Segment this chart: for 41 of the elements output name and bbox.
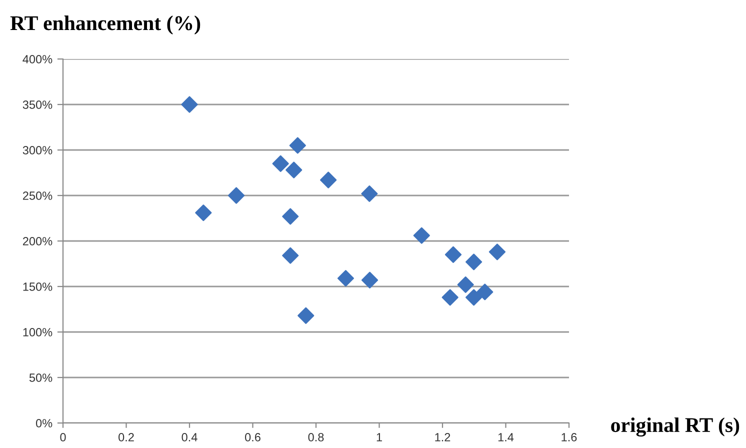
point [195, 204, 212, 222]
x-tick-label: 0.8 [308, 433, 324, 442]
y-tick-label: 400% [22, 55, 52, 64]
y-tick-label: 50% [29, 374, 52, 382]
point [286, 162, 302, 178]
x-axis-title: original RT (s) [611, 417, 740, 437]
point [466, 254, 482, 270]
x-tick-label: 0.2 [118, 433, 134, 442]
point [442, 289, 458, 306]
y-tick-label: 250% [22, 192, 52, 200]
y-tick-label: 100% [23, 328, 52, 336]
point [457, 276, 474, 293]
point [488, 244, 506, 260]
point [282, 208, 299, 225]
x-tick-label: 0.6 [245, 433, 260, 442]
y-tick-label: 350% [22, 100, 52, 109]
y-tick-label: 0% [36, 419, 52, 428]
y-tick-label: 300% [22, 146, 52, 154]
y-tick-label: 150% [23, 282, 52, 291]
point [181, 96, 198, 113]
x-tick-label: 1.2 [435, 433, 450, 442]
point [228, 187, 245, 204]
point [466, 289, 482, 306]
point [337, 270, 354, 287]
x-tick-label: 1.6 [562, 433, 577, 442]
x-tick-label: 0 [60, 433, 66, 442]
x-tick-label: 1.4 [498, 433, 514, 442]
point [476, 284, 494, 300]
point [298, 307, 314, 324]
point [413, 227, 430, 244]
point [289, 137, 306, 154]
point [272, 155, 289, 172]
point [320, 172, 337, 188]
y-axis-title: RT enhancement (%) [10, 16, 200, 34]
point [282, 247, 299, 264]
y-tick-label: 200% [22, 237, 52, 246]
point [361, 272, 378, 288]
point [361, 185, 378, 202]
point [444, 246, 462, 263]
x-tick-label: 1 [376, 433, 382, 442]
x-tick-label: 0.4 [182, 433, 198, 442]
